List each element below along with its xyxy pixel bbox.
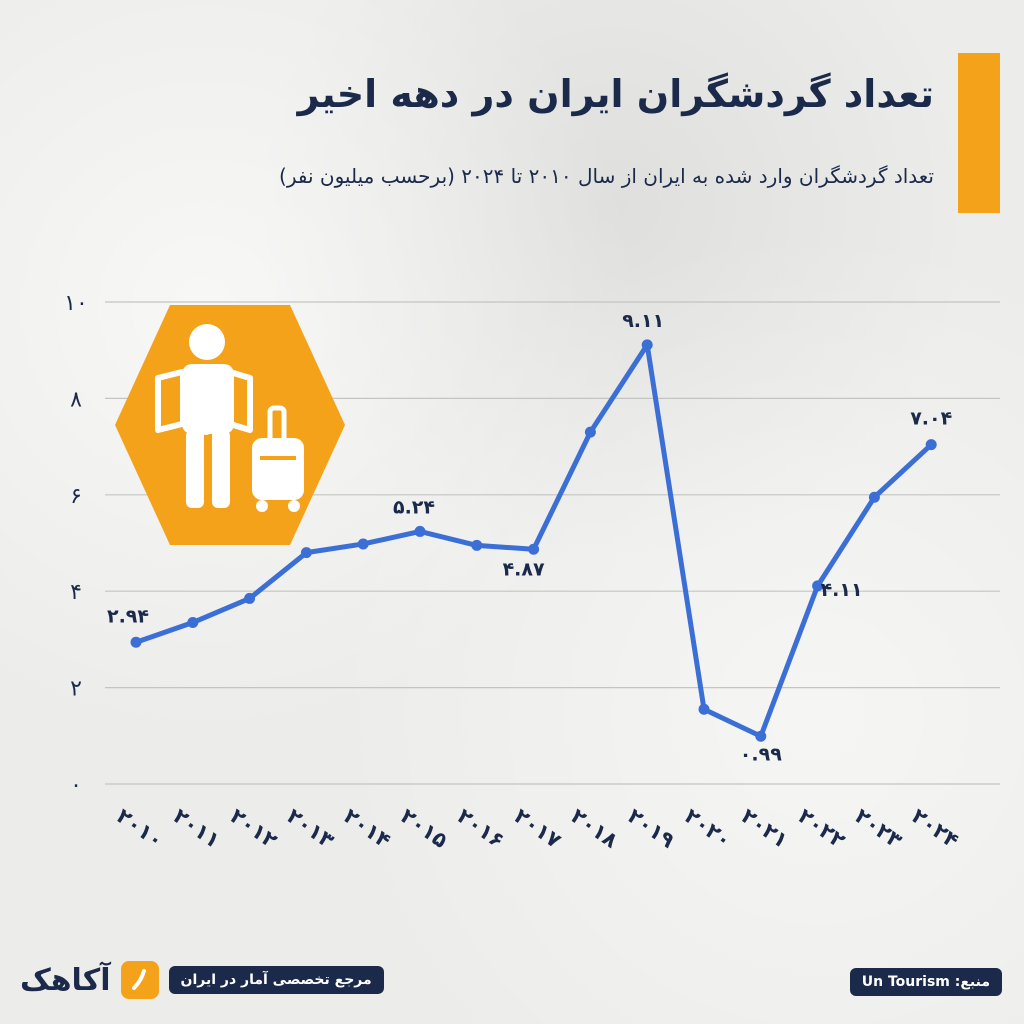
- data-point: [414, 525, 426, 537]
- y-tick-label: ۶: [70, 484, 82, 509]
- series-points: [130, 339, 937, 742]
- data-label: ۴.۱۱: [821, 579, 863, 601]
- brand-footer: آکاهک مرجع تخصصی آمار در ایران: [20, 958, 384, 1002]
- x-tick-label: ۲۰۱۳: [283, 804, 339, 853]
- data-point: [812, 580, 824, 592]
- y-tick-label: ۱۰: [64, 291, 88, 316]
- data-point: [187, 617, 199, 629]
- data-label: ۹.۱۱: [622, 310, 664, 332]
- data-point: [641, 339, 653, 351]
- x-tick-label: ۲۰۲۲: [794, 804, 850, 853]
- data-point: [130, 636, 142, 648]
- data-point: [698, 703, 710, 715]
- x-tick-label: ۲۰۱۹: [623, 804, 679, 853]
- x-tick-label: ۲۰۱۸: [567, 804, 623, 853]
- y-tick-label: ۴: [70, 580, 82, 605]
- data-point: [868, 491, 880, 503]
- data-label: ۰.۹۹: [740, 743, 782, 765]
- data-label: ۷.۰۴: [910, 408, 952, 430]
- data-labels: ۲.۹۴ ۵.۲۴ ۴.۸۷ ۹.۱۱ ۰.۹۹ ۴.۱۱ ۷.۰۴: [107, 310, 952, 765]
- data-point: [584, 426, 596, 438]
- x-tick-label: ۲۰۲۳: [851, 804, 907, 853]
- y-tick-label: ۲: [70, 677, 82, 702]
- x-tick-label: ۲۰۱۲: [226, 804, 282, 853]
- x-tick-label: ۲۰۲۴: [907, 804, 963, 853]
- x-axis-ticks: ۲۰۱۰ ۲۰۱۱ ۲۰۱۲ ۲۰۱۳ ۲۰۱۴ ۲۰۱۵ ۲۰۱۶ ۲۰۱۷ ۲۰۱۸ ۲۰۱۹…: [112, 804, 963, 853]
- data-point: [300, 547, 312, 559]
- x-tick-label: ۲۰۱۰: [112, 804, 168, 853]
- x-tick-label: ۲۰۲۱: [737, 804, 793, 853]
- tourist-with-map-and-suitcase-icon: [115, 305, 345, 545]
- x-tick-label: ۲۰۲۰: [680, 804, 736, 853]
- x-tick-label: ۲۰۱۵: [396, 804, 452, 853]
- data-point: [528, 543, 540, 555]
- y-tick-label: ۸: [70, 387, 82, 412]
- source-label: منبع: Un Tourism: [849, 968, 1002, 996]
- x-tick-label: ۲۰۱۷: [510, 804, 566, 853]
- x-tick-label: ۲۰۱۴: [339, 804, 395, 853]
- data-point: [925, 439, 937, 451]
- brand-name: آکاهک: [20, 962, 111, 998]
- x-tick-label: ۲۰۱۶: [453, 804, 509, 853]
- y-tick-label: ۰: [70, 773, 82, 798]
- data-point: [471, 539, 483, 551]
- brand-tagline: مرجع تخصصی آمار در ایران: [168, 966, 384, 994]
- chart-title: تعداد گردشگران ایران در دهه اخیر: [297, 72, 934, 116]
- data-label: ۲.۹۴: [107, 605, 149, 627]
- data-label: ۵.۲۴: [393, 496, 435, 518]
- data-point: [755, 730, 767, 742]
- brand-logo-icon: [120, 961, 159, 999]
- data-point: [244, 592, 256, 604]
- data-label: ۴.۸۷: [503, 558, 545, 580]
- chart-subtitle: تعداد گردشگران وارد شده به ایران از سال …: [279, 164, 934, 188]
- x-tick-label: ۲۰۱۱: [169, 804, 225, 853]
- data-point: [357, 538, 369, 550]
- accent-bar: [958, 53, 1000, 213]
- y-axis-ticks: ۰ ۲ ۴ ۶ ۸ ۱۰: [64, 291, 88, 798]
